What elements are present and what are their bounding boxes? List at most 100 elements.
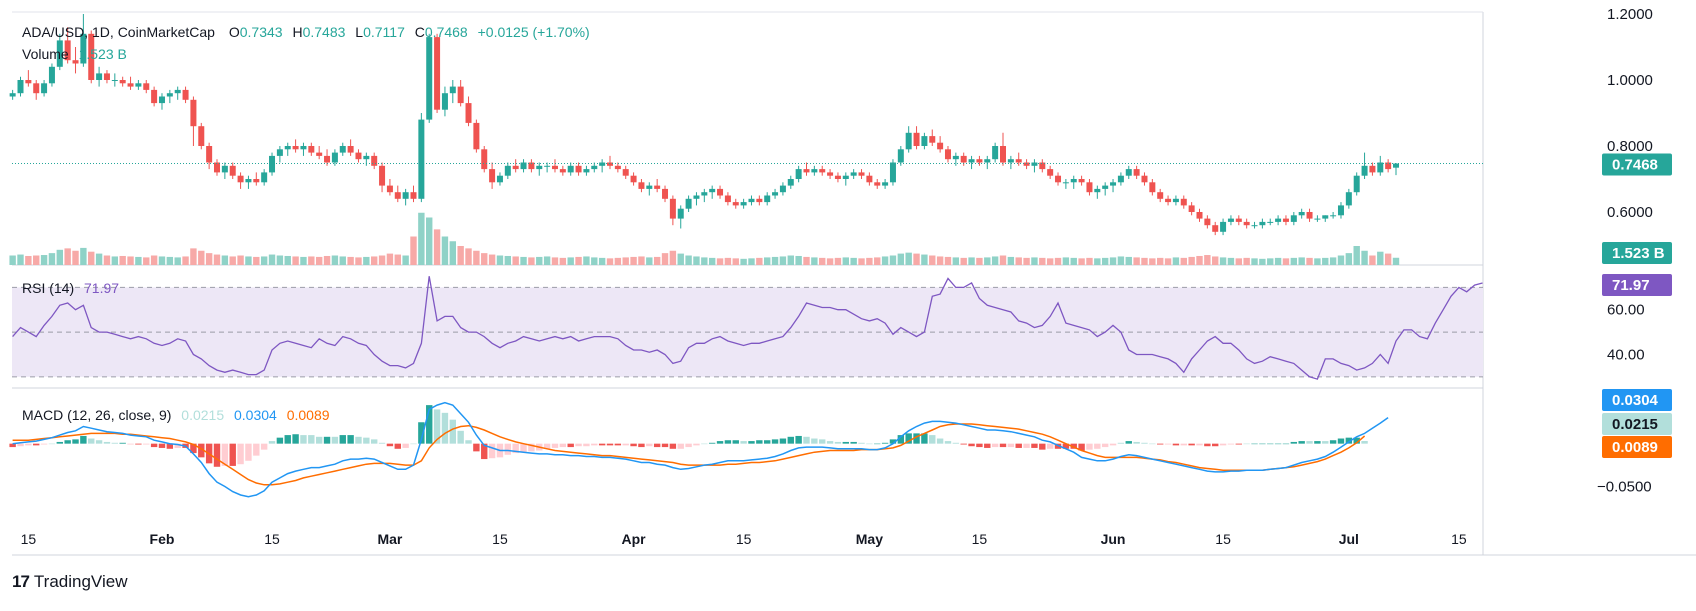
macd-histogram-bar [1015, 443, 1022, 448]
volume-bar [921, 254, 928, 265]
volume-bar [929, 255, 936, 265]
candle-body [1337, 205, 1344, 216]
price-legend: ADA/USD, 1D, CoinMarketCap O0.7343 H0.74… [22, 24, 602, 40]
candle-body [819, 169, 826, 173]
candle-body [772, 192, 779, 196]
macd-histogram-bar [190, 443, 197, 454]
macd-histogram-bar [1180, 443, 1187, 446]
volume-bar [905, 252, 912, 265]
candle-body [724, 195, 731, 203]
candle-body [457, 86, 464, 104]
volume-badge: 1.523 B [1602, 242, 1672, 264]
candle-body [1070, 179, 1077, 183]
x-tick-label: Mar [377, 531, 402, 547]
candle-body [166, 93, 173, 97]
candle-body [72, 60, 79, 64]
volume-bar [292, 256, 299, 265]
volume-bar [221, 255, 229, 265]
volume-bar [433, 229, 441, 265]
macd-histogram-bar [1274, 443, 1282, 445]
rsi-legend: RSI (14) 71.97 [22, 280, 125, 296]
candle-body [1220, 221, 1227, 232]
volume-bar [638, 256, 645, 265]
macd-label[interactable]: MACD (12, 26, close, 9) [22, 407, 172, 423]
volume-bar [1227, 257, 1235, 265]
macd-histogram-bar [237, 443, 244, 465]
macd-histogram-bar [968, 443, 975, 447]
volume-bar [1274, 257, 1282, 265]
macd-histogram-bar [984, 443, 991, 448]
volume-bar [1329, 257, 1337, 265]
low-label: L [355, 24, 364, 40]
candle-body [850, 172, 857, 176]
candle-body [662, 188, 669, 199]
rsi-value: 71.97 [84, 280, 120, 296]
volume-bar [764, 257, 771, 265]
macd-histogram-bar [103, 441, 111, 444]
macd-badge: 0.0304 [1602, 389, 1672, 411]
candle-body [520, 162, 527, 170]
candle-body [221, 165, 228, 173]
candle-body [331, 152, 338, 163]
candle-body [1377, 162, 1384, 173]
macd-histogram-bar [465, 440, 472, 444]
macd-histogram-bar [339, 435, 346, 444]
volume-bar [1007, 256, 1015, 265]
high-value: 0.7483 [302, 24, 346, 40]
volume-bar [1369, 255, 1376, 265]
candle-body [677, 208, 684, 219]
rsi-line [12, 276, 1483, 380]
volume-bar [158, 256, 166, 265]
macd-histogram-bar [905, 433, 912, 444]
macd-histogram-bar [410, 443, 417, 445]
rsi-label[interactable]: RSI (14) [22, 280, 75, 296]
volume-bar [779, 256, 787, 265]
candle-body [489, 169, 496, 183]
volume-label[interactable]: Volume [22, 46, 69, 62]
rsi-pane [12, 276, 1483, 380]
candle-body [25, 80, 32, 84]
candle-body [206, 146, 213, 163]
open-value: 0.7343 [239, 24, 283, 40]
tradingview-brand[interactable]: 17 TradingView [12, 572, 127, 592]
volume-bar [1070, 257, 1077, 265]
candle-body [1094, 188, 1101, 193]
volume-badge-text: 1.523 B [1612, 245, 1665, 262]
candle-body [528, 162, 535, 170]
macd-badge-text: 0.0304 [1612, 392, 1659, 409]
macd-histogram-bar [449, 419, 456, 444]
macd-histogram-bar [1039, 443, 1046, 450]
candle-body [371, 155, 378, 166]
volume-bar [897, 253, 905, 265]
candle-body [905, 132, 912, 150]
signal-badge: 0.0089 [1602, 436, 1672, 458]
candle-body [976, 159, 983, 163]
volume-bar [842, 257, 849, 265]
candle-body [1322, 215, 1329, 219]
macd-histogram-bar [1251, 443, 1258, 445]
volume-bar [952, 257, 960, 265]
candle-body [33, 83, 40, 94]
volume-bar [787, 255, 794, 265]
symbol-title[interactable]: ADA/USD, 1D, CoinMarketCap [22, 24, 215, 40]
volume-bar [253, 256, 260, 265]
macd-histogram-bar [1212, 443, 1219, 447]
volume-bar [520, 256, 527, 265]
macd-histogram-bar [1282, 443, 1290, 445]
hist-badge-box [1602, 413, 1672, 435]
macd-histogram-bar [1023, 443, 1030, 448]
macd-histogram-bar [1109, 443, 1117, 446]
candle-body [1251, 225, 1258, 227]
volume-bar [1298, 257, 1305, 265]
candle-body [1196, 212, 1203, 219]
volume-bar [1337, 255, 1345, 265]
macd-hist-value: 0.0215 [181, 407, 225, 423]
macd-histogram-bar [111, 442, 119, 444]
macd-histogram-bar [143, 443, 150, 445]
volume-bar [355, 257, 362, 265]
macd-histogram-bar [771, 439, 779, 444]
open-label: O [228, 24, 240, 40]
macd-histogram-bar [331, 436, 339, 444]
